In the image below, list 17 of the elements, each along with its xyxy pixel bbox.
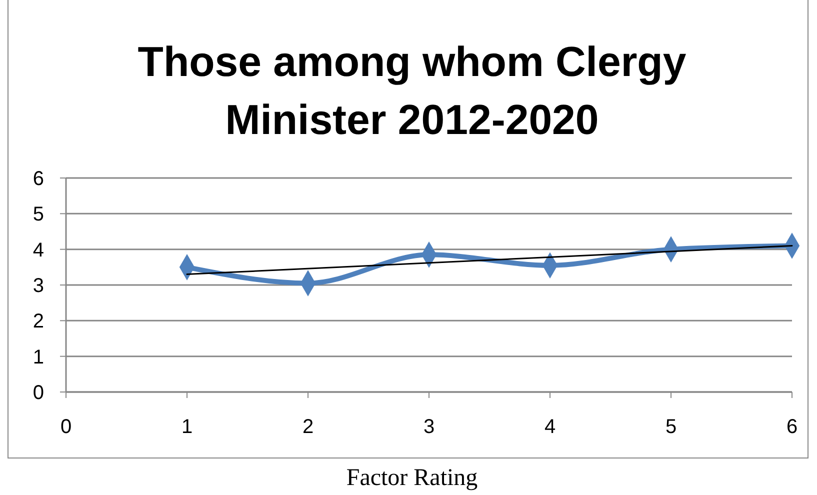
x-tick-label: 5 — [665, 416, 677, 438]
x-axis-title: Factor Rating — [346, 465, 478, 491]
x-tick-label: 1 — [181, 416, 193, 438]
x-tick-label: 3 — [423, 416, 435, 438]
text: Minister 2012-2020 — [225, 96, 599, 143]
x-tick-label: 6 — [786, 416, 798, 438]
y-tick-label: 5 — [32, 204, 44, 226]
x-tick-label: 4 — [544, 416, 556, 438]
y-tick-label: 3 — [32, 275, 44, 297]
y-tick-label: 2 — [32, 310, 44, 333]
y-tick-label: 0 — [32, 382, 44, 404]
text: Those among whom Clergy — [138, 38, 686, 85]
y-tick-label: 1 — [32, 346, 44, 368]
y-tick-label: 6 — [32, 168, 44, 190]
x-tick-label: 0 — [60, 416, 72, 438]
x-tick-label: 2 — [302, 416, 314, 438]
y-tick-label: 4 — [32, 239, 44, 262]
